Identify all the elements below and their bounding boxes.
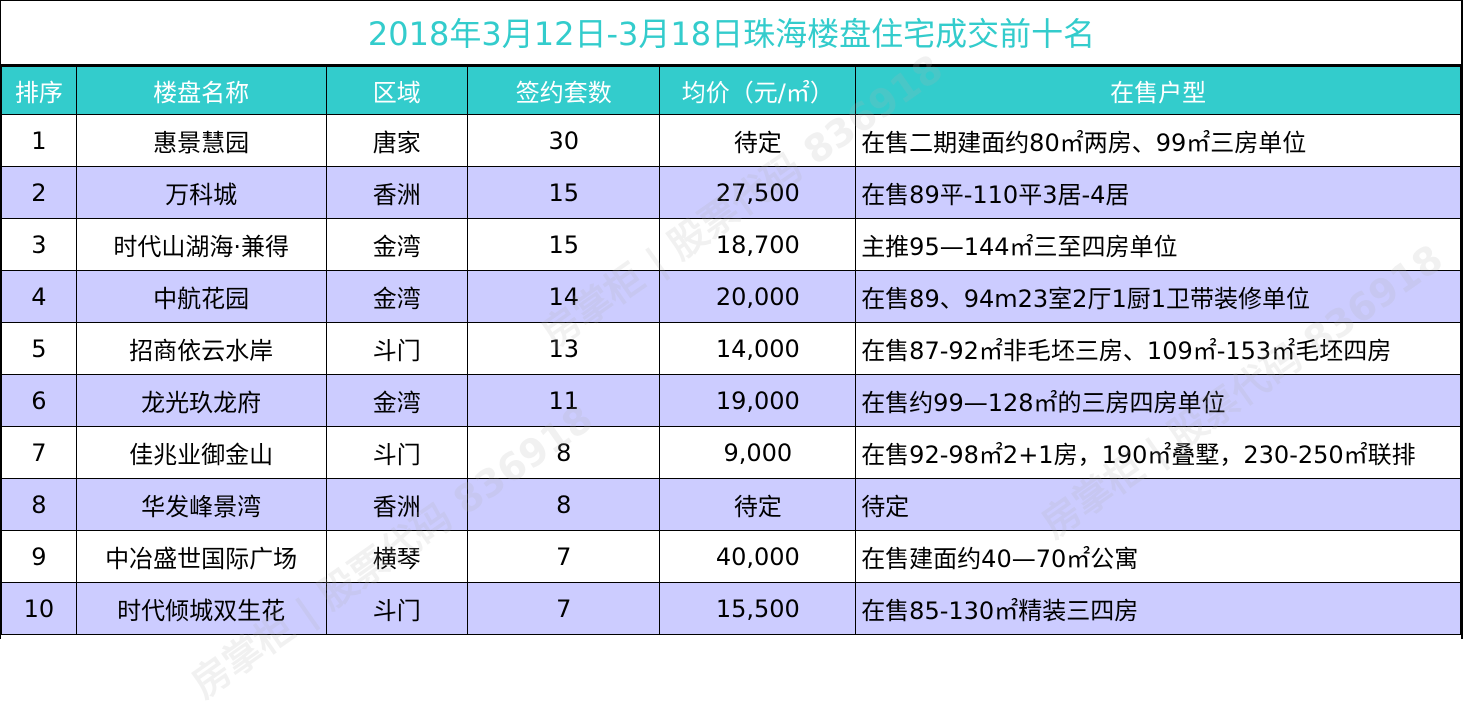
cell-rank: 8 (1, 478, 77, 531)
cell-project-name: 佳兆业御金山 (75, 426, 327, 479)
table-row: 5 招商依云水岸 斗门 13 14,000 在售87-92㎡非毛坯三房、109㎡… (1, 322, 1461, 375)
cell-unit-types: 在售85-130㎡精装三四房 (855, 582, 1461, 635)
cell-unit-types: 在售建面约40—70㎡公寓 (855, 530, 1461, 583)
cell-unit-types: 主推95—144㎡三至四房单位 (855, 218, 1461, 271)
cell-unit-types: 在售约99—128㎡的三房四房单位 (855, 374, 1461, 427)
header-row: 排序 楼盘名称 区域 签约套数 均价（元/㎡） 在售户型 (1, 66, 1461, 115)
cell-rank: 10 (1, 582, 77, 635)
cell-avg-price: 18,700 (659, 218, 857, 271)
cell-units-signed: 13 (466, 322, 661, 375)
cell-unit-types: 在售89平-110平3居-4居 (855, 166, 1461, 219)
cell-avg-price: 9,000 (659, 426, 857, 479)
cell-project-name: 中航花园 (75, 270, 327, 323)
cell-district: 唐家 (325, 114, 468, 167)
cell-unit-types: 在售87-92㎡非毛坯三房、109㎡-153㎡毛坯四房 (855, 322, 1461, 375)
cell-unit-types: 在售二期建面约80㎡两房、99㎡三房单位 (855, 114, 1461, 167)
cell-rank: 6 (1, 374, 77, 427)
page-title: 2018年3月12日-3月18日珠海楼盘住宅成交前十名 (1, 1, 1462, 66)
table-row: 6 龙光玖龙府 金湾 11 19,000 在售约99—128㎡的三房四房单位 (1, 374, 1461, 427)
cell-avg-price: 40,000 (659, 530, 857, 583)
header-units-signed: 签约套数 (466, 66, 661, 115)
cell-rank: 4 (1, 270, 77, 323)
cell-project-name: 惠景慧园 (75, 114, 327, 167)
cell-rank: 7 (1, 426, 77, 479)
cell-units-signed: 15 (466, 218, 661, 271)
cell-avg-price: 14,000 (659, 322, 857, 375)
cell-avg-price: 27,500 (659, 166, 857, 219)
cell-units-signed: 15 (466, 166, 661, 219)
table-row: 1 惠景慧园 唐家 30 待定 在售二期建面约80㎡两房、99㎡三房单位 (1, 114, 1461, 167)
cell-avg-price: 20,000 (659, 270, 857, 323)
cell-unit-types: 待定 (855, 478, 1461, 531)
cell-district: 金湾 (325, 374, 468, 427)
cell-district: 横琴 (325, 530, 468, 583)
cell-avg-price: 15,500 (659, 582, 857, 635)
cell-district: 金湾 (325, 270, 468, 323)
cell-rank: 1 (1, 114, 77, 167)
cell-avg-price: 19,000 (659, 374, 857, 427)
header-project-name: 楼盘名称 (75, 66, 327, 115)
cell-project-name: 中冶盛世国际广场 (75, 530, 327, 583)
cell-avg-price: 待定 (659, 478, 857, 531)
cell-rank: 9 (1, 530, 77, 583)
table-row: 4 中航花园 金湾 14 20,000 在售89、94m23室2厅1厨1卫带装修… (1, 270, 1461, 323)
header-rank: 排序 (1, 66, 77, 115)
cell-project-name: 时代倾城双生花 (75, 582, 327, 635)
table-row: 9 中冶盛世国际广场 横琴 7 40,000 在售建面约40—70㎡公寓 (1, 530, 1461, 583)
cell-rank: 5 (1, 322, 77, 375)
cell-rank: 3 (1, 218, 77, 271)
cell-district: 金湾 (325, 218, 468, 271)
cell-rank: 2 (1, 166, 77, 219)
cell-units-signed: 7 (466, 582, 661, 635)
cell-project-name: 万科城 (75, 166, 327, 219)
cell-units-signed: 7 (466, 530, 661, 583)
cell-project-name: 招商依云水岸 (75, 322, 327, 375)
cell-unit-types: 在售89、94m23室2厅1厨1卫带装修单位 (855, 270, 1461, 323)
header-avg-price: 均价（元/㎡） (659, 66, 857, 115)
header-district: 区域 (325, 66, 468, 115)
cell-units-signed: 8 (466, 478, 661, 531)
cell-district: 斗门 (325, 426, 468, 479)
cell-project-name: 时代山湖海·兼得 (75, 218, 327, 271)
cell-district: 香洲 (325, 166, 468, 219)
table-row: 3 时代山湖海·兼得 金湾 15 18,700 主推95—144㎡三至四房单位 (1, 218, 1461, 271)
table-row: 8 华发峰景湾 香洲 8 待定 待定 (1, 478, 1461, 531)
table-row: 2 万科城 香洲 15 27,500 在售89平-110平3居-4居 (1, 166, 1461, 219)
cell-district: 斗门 (325, 582, 468, 635)
cell-district: 香洲 (325, 478, 468, 531)
table-row: 10 时代倾城双生花 斗门 7 15,500 在售85-130㎡精装三四房 (1, 582, 1461, 635)
cell-project-name: 华发峰景湾 (75, 478, 327, 531)
cell-units-signed: 8 (466, 426, 661, 479)
cell-district: 斗门 (325, 322, 468, 375)
ranking-table: 排序 楼盘名称 区域 签约套数 均价（元/㎡） 在售户型 1 惠景慧园 唐家 3… (1, 66, 1461, 635)
header-unit-types: 在售户型 (855, 66, 1461, 115)
cell-units-signed: 14 (466, 270, 661, 323)
table-row: 7 佳兆业御金山 斗门 8 9,000 在售92-98㎡2+1房，190㎡叠墅，… (1, 426, 1461, 479)
cell-unit-types: 在售92-98㎡2+1房，190㎡叠墅，230-250㎡联排 (855, 426, 1461, 479)
cell-project-name: 龙光玖龙府 (75, 374, 327, 427)
cell-avg-price: 待定 (659, 114, 857, 167)
cell-units-signed: 11 (466, 374, 661, 427)
cell-units-signed: 30 (466, 114, 661, 167)
